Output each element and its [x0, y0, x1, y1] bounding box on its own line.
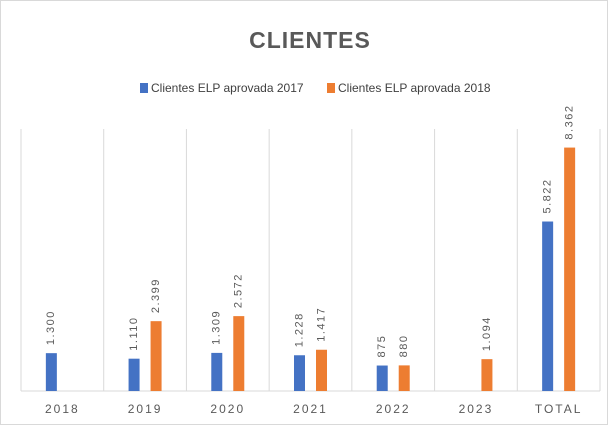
bar: [294, 355, 305, 391]
chart-title: CLIENTES: [249, 27, 371, 53]
bar: [316, 349, 327, 391]
bar: [211, 352, 223, 391]
legend-swatch: [327, 83, 335, 93]
x-tick-label: 2023: [459, 402, 494, 416]
value-label: 1.417: [315, 307, 327, 342]
value-label: 1.309: [211, 310, 223, 345]
value-label: 2.572: [233, 273, 245, 308]
bar: [128, 358, 140, 391]
value-label: 1.110: [128, 316, 140, 350]
x-tick-label: 2022: [376, 402, 411, 416]
bar: [542, 221, 554, 391]
x-tick-label: 2018: [45, 402, 80, 416]
value-label: 1.228: [293, 312, 305, 347]
bar: [564, 147, 576, 391]
value-label: 5.822: [542, 178, 554, 213]
x-tick-label: 2019: [128, 402, 163, 416]
bar: [398, 365, 410, 391]
value-label: 1.300: [45, 310, 57, 345]
value-label: 875: [376, 335, 388, 358]
bar: [376, 365, 388, 391]
legend-swatch: [140, 83, 148, 93]
x-tick-label: TOTAL: [535, 402, 583, 416]
value-label: 880: [398, 335, 410, 358]
value-label: 2.399: [150, 278, 162, 313]
bar: [233, 316, 245, 391]
x-tick-label: 2020: [210, 402, 245, 416]
value-label: 8.362: [564, 105, 576, 140]
legend-label: Clientes ELP aprovada 2018: [338, 81, 491, 95]
value-label: 1.094: [481, 316, 493, 351]
legend-label: Clientes ELP aprovada 2017: [151, 81, 304, 95]
x-tick-label: 2021: [293, 402, 328, 416]
bar: [150, 321, 162, 391]
bar: [481, 359, 493, 391]
bar: [45, 353, 57, 391]
